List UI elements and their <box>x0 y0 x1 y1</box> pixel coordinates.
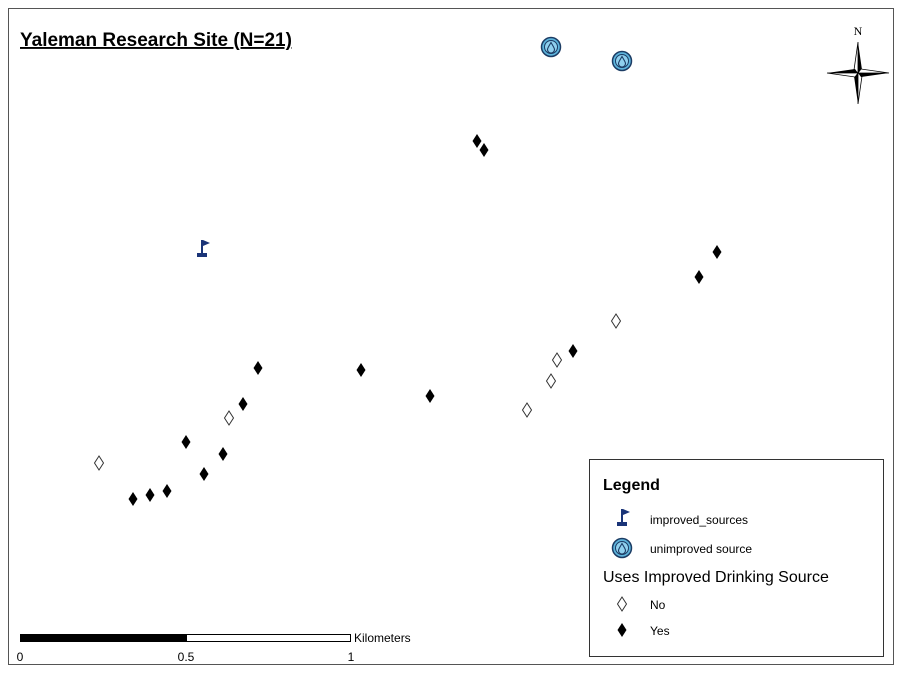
scale-label: 1 <box>348 650 355 664</box>
legend-item: unimproved source <box>650 542 752 556</box>
legend-group-title: Uses Improved Drinking Source <box>603 569 829 586</box>
scale-label: 0 <box>17 650 24 664</box>
north-label: N <box>854 24 863 38</box>
unimproved-source <box>540 36 562 58</box>
legend-item: improved_sources <box>650 513 748 527</box>
scale-segment <box>20 634 186 642</box>
unimproved-source <box>611 50 633 72</box>
legend-title: Legend <box>603 477 660 494</box>
map-title: Yaleman Research Site (N=21) <box>20 30 292 51</box>
scale-label: 0.5 <box>178 650 195 664</box>
scale-bar: Kilometers 0 0.5 1 <box>17 631 411 664</box>
scale-segment <box>186 634 351 642</box>
scale-unit: Kilometers <box>354 631 411 645</box>
legend-box <box>589 459 884 657</box>
legend-item: Yes <box>650 624 670 638</box>
legend: Legend improved_sources unimproved sourc… <box>589 459 884 657</box>
north-arrow: N <box>826 24 890 105</box>
legend-item: No <box>650 598 666 612</box>
legend-drop <box>611 537 633 559</box>
